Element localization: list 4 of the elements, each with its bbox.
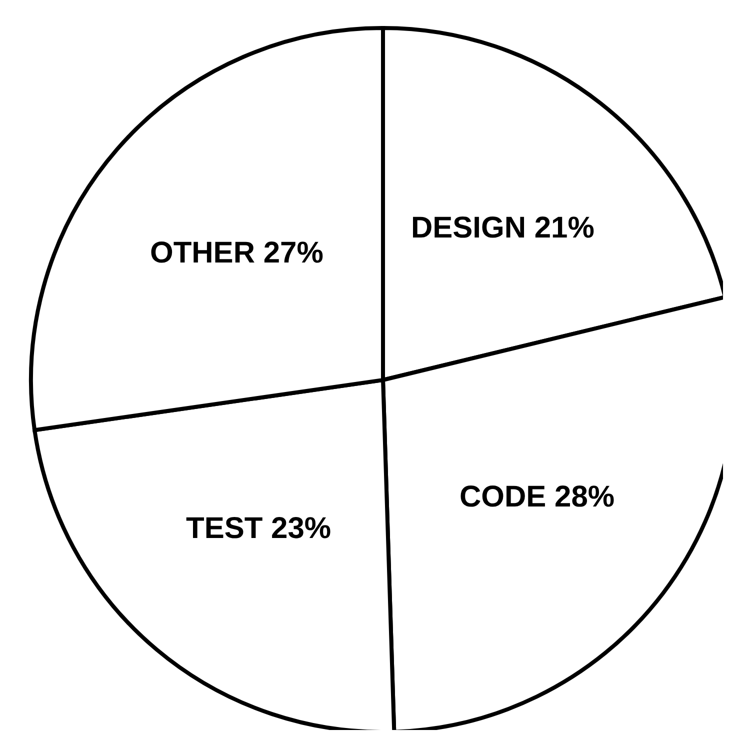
slice-label: TEST 23%	[186, 512, 332, 545]
slice-label: CODE 28%	[460, 480, 615, 514]
slice-label: DESIGN 21%	[410, 211, 594, 244]
slice-label: OTHER 27%	[150, 236, 324, 270]
